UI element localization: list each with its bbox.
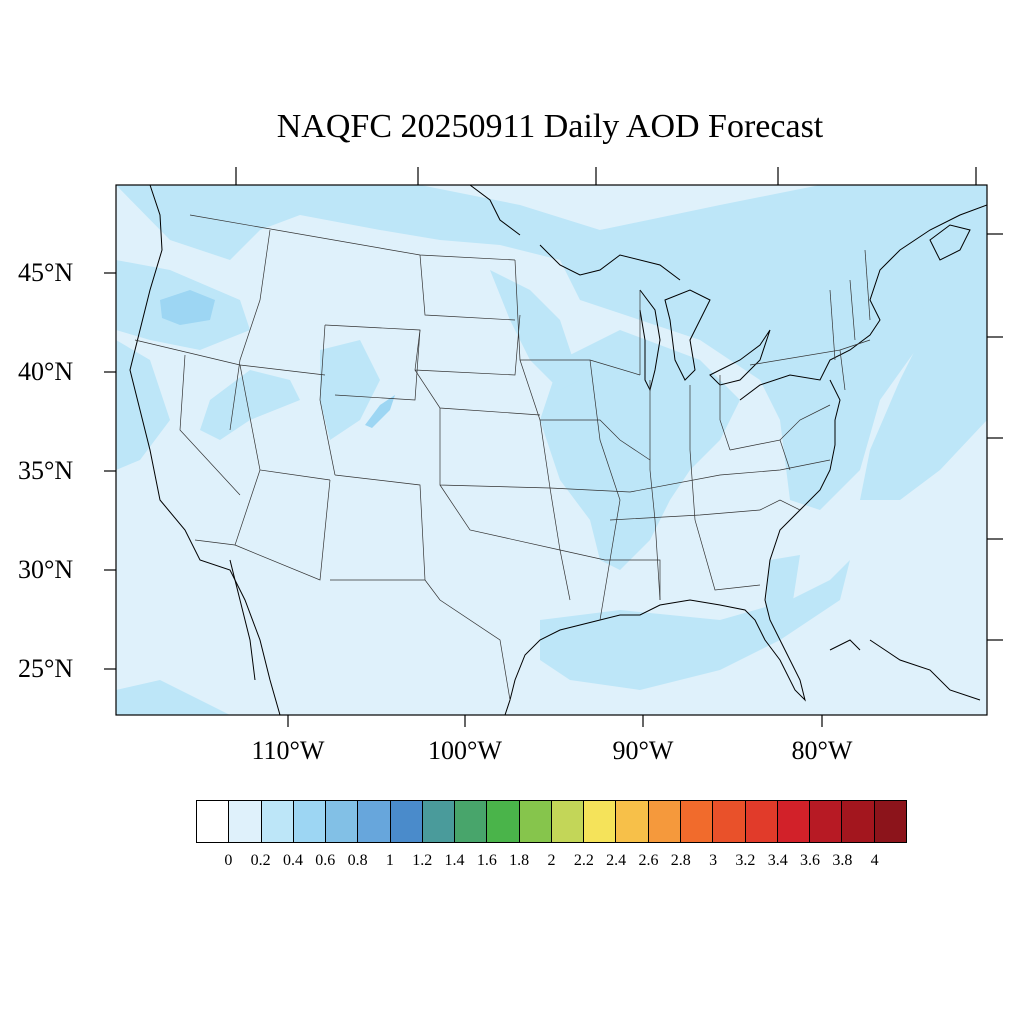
colorbar-box [616,801,649,842]
colorbar-box [713,801,746,842]
colorbar-box [358,801,391,842]
colorbar-label: 3.4 [767,852,788,869]
colorbar-box [648,801,681,842]
colorbar-box [229,801,262,842]
colorbar-label: 1 [385,852,394,869]
colorbar-box [197,801,230,842]
colorbar-label: 3.8 [832,852,853,869]
colorbar-box [326,801,359,842]
colorbar-box [487,801,520,842]
colorbar-box [777,801,811,842]
colorbar-box [584,801,617,842]
colorbar-label: 3 [709,852,718,869]
state-boundaries [134,214,871,701]
map-title: NAQFC 20250911 Daily AOD Forecast [276,108,824,145]
colorbar-box [422,801,456,842]
colorbar [196,800,907,843]
lon-label-100: 100°W [428,736,502,765]
colorbar-box [293,801,327,842]
lon-label-80: 80°W [791,736,853,765]
coastlines [129,185,987,715]
colorbar-label: 0 [224,852,233,869]
lon-label-110: 110°W [251,736,325,765]
colorbar-box [745,801,778,842]
colorbar-label: 0.8 [347,852,368,869]
lat-label-40: 40°N [18,357,74,386]
colorbar-label: 2.6 [638,852,659,869]
map-frame [115,184,988,716]
colorbar-box [810,801,843,842]
colorbar-labels: 0 0.2 0.4 0.6 0.8 1 1.2 1.4 1.6 1.8 2 2.2 2.4 2.6 2.8 3… [196,852,907,876]
colorbar-box [842,801,875,842]
colorbar-label: 1.4 [444,852,465,869]
colorbar-box [519,801,552,842]
lat-label-30: 30°N [18,555,74,584]
lat-label-45: 45°N [18,258,74,287]
colorbar-label: 3.6 [800,852,821,869]
lat-label-35: 35°N [18,456,74,485]
colorbar-label: 2.8 [670,852,691,869]
colorbar-box [551,801,585,842]
colorbar-box [261,801,294,842]
colorbar-label: 0.4 [282,852,303,869]
colorbar-label: 3.2 [735,852,756,869]
colorbar-label: 2.2 [573,852,594,869]
lat-label-25: 25°N [18,654,74,683]
colorbar-box [455,801,488,842]
colorbar-label: 1.2 [412,852,433,869]
colorbar-label: 0.2 [250,852,271,869]
lon-label-90: 90°W [612,736,674,765]
colorbar-box [680,801,714,842]
aod-contour-0.4-0.6 [160,290,395,428]
axis-ticks [104,167,1003,727]
colorbar-box [390,801,423,842]
colorbar-label: 2.4 [606,852,627,869]
colorbar-label: 1.8 [509,852,530,869]
colorbar-label: 1.6 [476,852,497,869]
colorbar-label: 0.6 [315,852,336,869]
colorbar-label: 2 [547,852,556,869]
colorbar-label: 4 [870,852,879,869]
colorbar-box [874,801,906,842]
